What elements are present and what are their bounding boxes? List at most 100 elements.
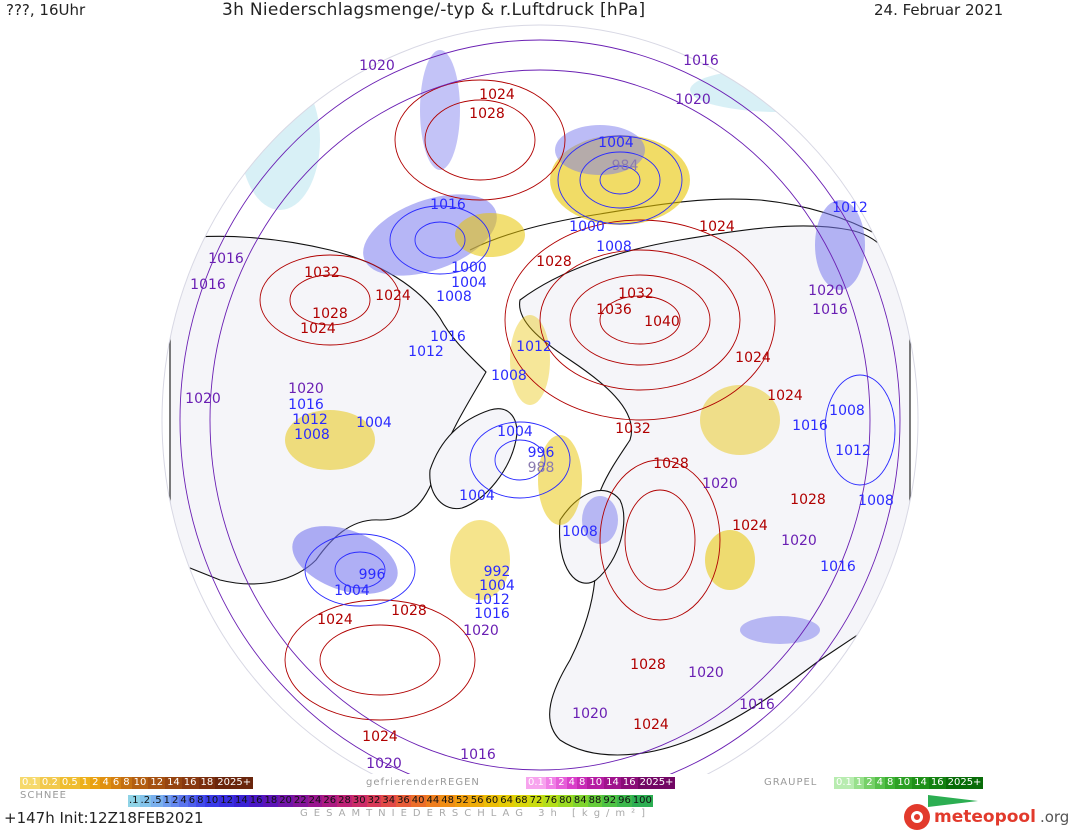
total-precip-legend-swatch: 20 [278, 795, 293, 807]
map-title: 3h Niederschlagsmenge/-typ & r.Luftdruck… [222, 0, 646, 20]
isobar-label: 1020 [463, 623, 499, 639]
logo-tld: .org [1039, 808, 1070, 826]
total-precip-legend-swatch: 88 [587, 795, 603, 807]
total-precip-legend-swatch: 40 [410, 795, 426, 807]
isobar-label: 1024 [375, 288, 411, 304]
snow-legend-swatch: 0.2 [39, 777, 60, 789]
isobar-label: 1028 [536, 254, 572, 270]
isobar-label: 1008 [596, 239, 632, 255]
total-precip-legend-swatch: 32 [366, 795, 382, 807]
isobar-label: 1024 [300, 321, 336, 337]
isobar-label: 1024 [479, 87, 515, 103]
graupel-legend: 0.1 1 2 4 8 10 14 16 2025+ [834, 777, 984, 789]
total-precip-legend-swatch: 72 [528, 795, 544, 807]
isobar-label: 1012 [408, 344, 444, 360]
scale-arrow-icon [928, 795, 978, 807]
map-border [161, 24, 919, 774]
logo-brand: meteopool [934, 807, 1036, 827]
isobar-label: 1000 [569, 219, 605, 235]
total-precip-legend-swatch: 64 [499, 795, 514, 807]
total-precip-legend-swatch: 12 [219, 795, 234, 807]
freezing-rain-legend-label: gefrierenderREGEN [366, 777, 480, 788]
total-precip-legend-swatch: 44 [425, 795, 441, 807]
snow-legend-swatch: 12 [148, 777, 166, 789]
total-precip-legend-swatch: 22 [292, 795, 308, 807]
isobar-label: 1024 [699, 219, 735, 235]
total-precip-legend-swatch: 24 [307, 795, 323, 807]
isobar-label: 1032 [618, 286, 654, 302]
freezing-rain-legend-swatch: 0.1 [526, 777, 546, 789]
isobar-label: 1020 [288, 381, 324, 397]
total-precip-legend-swatch: 60 [484, 795, 500, 807]
graupel-legend-swatch: 16 [928, 777, 946, 789]
total-precip-legend-swatch: 36 [396, 795, 411, 807]
total-precip-legend-swatch: 80 [558, 795, 573, 807]
isobar-label: 1012 [474, 592, 510, 608]
isobar-label: 1024 [633, 717, 669, 733]
total-precip-legend-swatch: 84 [572, 795, 588, 807]
isobar-label: 1024 [735, 350, 771, 366]
isobar-label: 1032 [304, 265, 340, 281]
total-precip-legend-swatch: 52 [455, 795, 470, 807]
isobar-label: 1028 [469, 106, 505, 122]
isobar-label: 1008 [491, 368, 527, 384]
total-precip-legend-swatch: 56 [469, 795, 485, 807]
total-precip-legend-swatch: 14 [233, 795, 249, 807]
isobar-label: 1016 [820, 559, 856, 575]
snow-legend-swatch: 0.5 [59, 777, 80, 789]
isobar-label: 1016 [792, 418, 828, 434]
isobar-label: 1020 [781, 533, 817, 549]
isobar-label: 1008 [294, 427, 330, 443]
isobar-label: 1016 [739, 697, 775, 713]
isobar-label: 1016 [474, 606, 510, 622]
meteopool-logo[interactable]: meteopool .org [904, 804, 1069, 830]
freezing-rain-legend-swatch: 8 [577, 777, 588, 789]
graupel-legend-swatch: 10 [895, 777, 913, 789]
model-run-info: +147h Init:12Z18FEB2021 [4, 809, 204, 827]
isobar-label: 1012 [835, 443, 871, 459]
snow-legend-swatch: 4 [100, 777, 111, 789]
isobar-label: 1016 [430, 329, 466, 345]
snow-legend-label: SCHNEE [20, 790, 67, 801]
isobar-label: 1000 [451, 260, 487, 276]
isobar-label: 1012 [292, 412, 328, 428]
total-precip-legend-swatch: 76 [543, 795, 559, 807]
isobar-label: 996 [527, 445, 555, 461]
isobar-label: 1020 [808, 283, 844, 299]
forecast-time: ???, 16Uhr [6, 1, 86, 19]
total-precip-legend-swatch: 48 [440, 795, 455, 807]
snow-legend-swatch: 2 [90, 777, 101, 789]
total-precip-legend-swatch: 30 [351, 795, 367, 807]
isobar-label: 1020 [702, 476, 738, 492]
snow-legend-swatch: 14 [165, 777, 182, 789]
isobar-label: 1020 [366, 756, 402, 772]
snow-legend-swatch: 6 [110, 777, 122, 789]
total-precip-legend-swatch: 34 [381, 795, 397, 807]
isobar-label: 1028 [391, 603, 427, 619]
freezing-rain-legend-swatch: 10 [587, 777, 605, 789]
isobar-label: 1004 [497, 424, 533, 440]
isobar-label: 1008 [562, 524, 598, 540]
freezing-rain-legend: 0.1 1 2 4 8 10 14 16 2025+ [526, 777, 676, 789]
graupel-legend-swatch: 4 [874, 777, 886, 789]
isobar-label: 1020 [688, 665, 724, 681]
graupel-legend-swatch: 14 [912, 777, 929, 789]
isobar-label: 1040 [644, 314, 680, 330]
total-precip-legend-swatch: 1 [162, 795, 172, 807]
isobar-label: 1008 [858, 493, 894, 509]
freezing-rain-legend-swatch: 2025+ [637, 777, 676, 789]
snow-legend-swatch: 10 [131, 777, 149, 789]
total-precip-legend-swatch: 28 [337, 795, 352, 807]
isobar-label: 1012 [516, 339, 552, 355]
isobar-label: 1024 [732, 518, 768, 534]
total-precip-legend-swatch: .5 [151, 795, 163, 807]
isobar-label: 1004 [334, 583, 370, 599]
snow-legend-swatch: 1 [79, 777, 91, 789]
freezing-rain-legend-swatch: 1 [545, 777, 557, 789]
isobars [179, 39, 901, 774]
total-precip-legend-swatch: 2 [171, 795, 180, 807]
isobar-label: 1016 [812, 302, 848, 318]
graupel-legend-swatch: 2025+ [945, 777, 984, 789]
total-precip-legend-swatch: 4 [179, 795, 188, 807]
snow-legend-swatch: 2025+ [215, 777, 254, 789]
